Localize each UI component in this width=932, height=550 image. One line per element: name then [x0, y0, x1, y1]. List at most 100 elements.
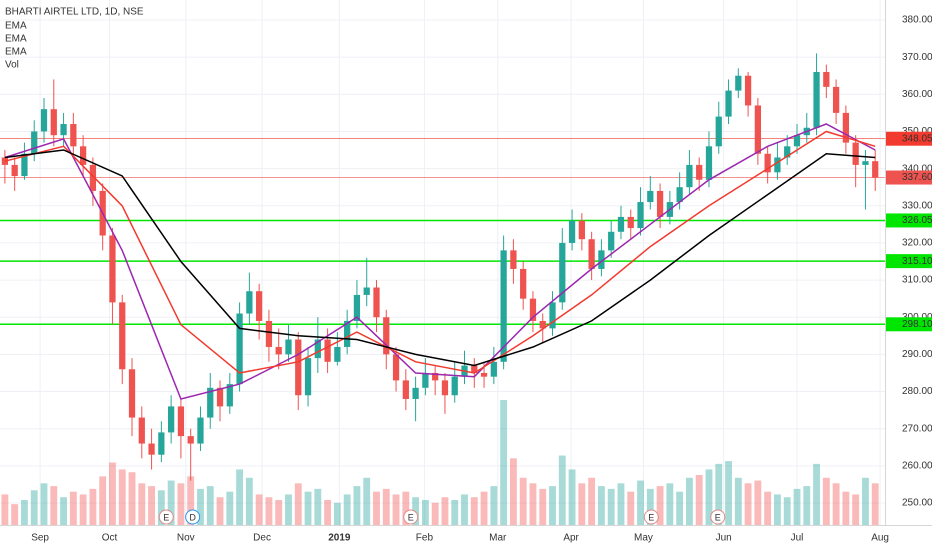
volume-layer [1, 400, 879, 525]
candle-body [627, 216, 634, 229]
candle-body [441, 380, 449, 396]
volume-bar [519, 477, 527, 525]
candle-body [392, 354, 400, 381]
volume-bar [314, 488, 322, 525]
candle-body [207, 387, 214, 418]
volume-bar [304, 491, 312, 525]
chart-title: BHARTI AIRTEL LTD, 1D, NSE [5, 7, 144, 18]
volume-bar [60, 497, 67, 525]
y-tick-label: 310.00 [902, 275, 932, 286]
price-label-bg [886, 317, 932, 332]
candle-body [598, 250, 605, 269]
volume-bar [607, 488, 615, 525]
volume-bar [803, 486, 811, 525]
candle-body [373, 287, 380, 318]
y-tick-label: 380.00 [902, 15, 932, 26]
volume-bar [666, 483, 674, 525]
candle-body [647, 190, 654, 203]
volume-bar [480, 491, 488, 525]
price-label: 348.05 [902, 133, 932, 144]
volume-bar [832, 483, 840, 525]
y-tick-label: 350.00 [902, 126, 932, 137]
legend-entry: EMA [5, 47, 27, 58]
candle-body [500, 250, 507, 362]
y-tick-label: 320.00 [902, 238, 932, 249]
candle-body [383, 317, 390, 355]
grid [0, 0, 885, 525]
volume-bar [275, 500, 283, 525]
candle-body [353, 294, 361, 321]
candle-body [89, 164, 97, 191]
candle-body [510, 250, 517, 269]
candle-body [862, 161, 869, 165]
x-tick-label: Jun [716, 533, 732, 544]
price-label-bg [886, 213, 932, 228]
volume-bar [676, 491, 684, 525]
candle-body [656, 190, 664, 217]
volume-bar [382, 488, 390, 525]
volume-bar [441, 497, 449, 525]
y-tick-label: 290.00 [902, 349, 932, 360]
y-tick-label: 370.00 [902, 52, 932, 63]
volume-bar [764, 491, 772, 525]
candle-layer [1, 53, 879, 481]
volume-bar [588, 477, 596, 525]
candle-body [549, 302, 556, 329]
ema-line [4, 123, 876, 400]
candle-body [11, 164, 18, 177]
x-tick-label: Aug [871, 533, 889, 544]
volume-bar [11, 504, 19, 525]
volume-bar [421, 500, 429, 525]
volume-bar [744, 483, 752, 525]
volume-bar [333, 502, 341, 525]
candle-body [422, 372, 429, 388]
candle-body [324, 339, 331, 362]
volume-bar [373, 491, 380, 525]
candle-body [539, 320, 546, 329]
candle-body [471, 365, 478, 373]
candle-body [774, 157, 781, 173]
y-tick-label: 330.00 [902, 200, 932, 211]
candle-body [304, 358, 312, 396]
candle-body [617, 216, 625, 232]
volume-bar [216, 497, 224, 525]
volume-bar [549, 486, 556, 525]
price-axis: 250.00260.00270.00280.00290.00300.00310.… [31, 15, 932, 544]
volume-bar [109, 462, 116, 525]
volume-bar [597, 486, 605, 525]
candle-body [480, 372, 488, 377]
candle-body [119, 302, 126, 370]
candle-body [256, 291, 263, 321]
volume-bar [431, 502, 439, 525]
volume-bar [206, 486, 214, 525]
price-label: 326.05 [902, 215, 932, 226]
volume-bar [21, 500, 28, 525]
x-tick-label: Oct [102, 533, 118, 544]
price-label: 298.10 [902, 319, 932, 330]
candle-body [588, 239, 595, 269]
candle-body [676, 187, 683, 203]
x-tick-label: Mar [489, 533, 507, 544]
candle-body [40, 109, 48, 132]
candle-body [832, 86, 840, 113]
x-tick-label: Dec [253, 533, 271, 544]
candle-body [842, 112, 850, 143]
candle-body [432, 372, 439, 381]
candle-body [764, 153, 771, 173]
candle-body [246, 291, 253, 314]
candle-body [754, 105, 762, 154]
candle-body [715, 116, 722, 147]
candle-body [725, 90, 732, 117]
volume-bar [842, 491, 850, 525]
volume-bar [363, 477, 371, 525]
volume-bar [734, 477, 742, 525]
candle-body [197, 417, 204, 444]
candle-body [285, 339, 292, 355]
volume-bar [265, 497, 273, 525]
event-marker [403, 509, 419, 525]
volume-bar [294, 483, 302, 525]
candle-body [568, 220, 576, 243]
y-tick-label: 360.00 [902, 89, 932, 100]
y-tick-label: 270.00 [902, 423, 932, 434]
